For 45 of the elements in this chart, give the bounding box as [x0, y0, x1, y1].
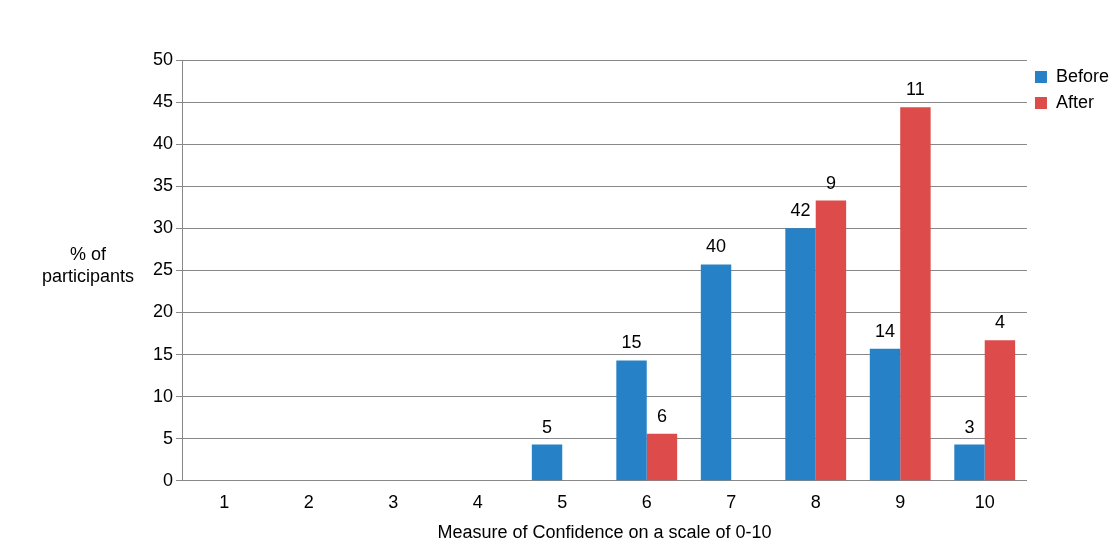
x-tick-label: 2: [303, 491, 314, 512]
x-tick-label: 4: [472, 491, 483, 512]
x-tick-label: 1: [219, 491, 230, 512]
legend-label: After: [1055, 91, 1094, 112]
x-tick-label: 7: [726, 491, 737, 512]
bar: [785, 228, 816, 481]
y-tick-label: 25: [152, 259, 174, 280]
annotation: 4: [994, 312, 1005, 333]
y-tick-label: 35: [152, 175, 174, 196]
annotation: 6: [656, 405, 667, 426]
y-tick-label: 0: [163, 469, 174, 490]
bar: [954, 444, 985, 481]
bar: [700, 264, 732, 481]
x-tick-label: 3: [388, 491, 399, 512]
y-tick-label: 40: [152, 133, 174, 154]
annotation: 3: [964, 416, 975, 437]
y-tick-label: 15: [152, 343, 174, 364]
bar: [616, 360, 647, 481]
y-tick-label: 45: [152, 91, 174, 112]
y-tick-label: 30: [152, 217, 174, 238]
y-tick-label: 10: [152, 385, 174, 406]
bar: [815, 200, 847, 481]
y-axis-title: % of participants: [41, 244, 135, 287]
annotation: 9: [825, 172, 836, 193]
bar: [869, 348, 901, 481]
annotation: 15: [621, 332, 642, 353]
legend-label: Before: [1055, 65, 1110, 86]
x-tick-label: 5: [557, 491, 568, 512]
y-tick-label: 20: [152, 301, 174, 322]
x-axis-title: Measure of Confidence on a scale of 0-10: [437, 522, 772, 543]
bar: [900, 107, 931, 481]
bar: [646, 433, 678, 481]
bar: [531, 444, 563, 481]
x-tick-label: 10: [974, 491, 995, 512]
annotation: 14: [875, 320, 896, 341]
x-tick-label: 6: [641, 491, 652, 512]
x-tick-label: 9: [895, 491, 906, 512]
annotation: 42: [790, 200, 811, 221]
annotation: 11: [906, 79, 925, 100]
y-tick-label: 5: [163, 427, 174, 448]
bar: [984, 340, 1016, 481]
x-tick-label: 8: [810, 491, 821, 512]
y-tick-label: 50: [152, 48, 174, 69]
annotation: 5: [542, 416, 553, 437]
annotation: 40: [706, 236, 727, 257]
